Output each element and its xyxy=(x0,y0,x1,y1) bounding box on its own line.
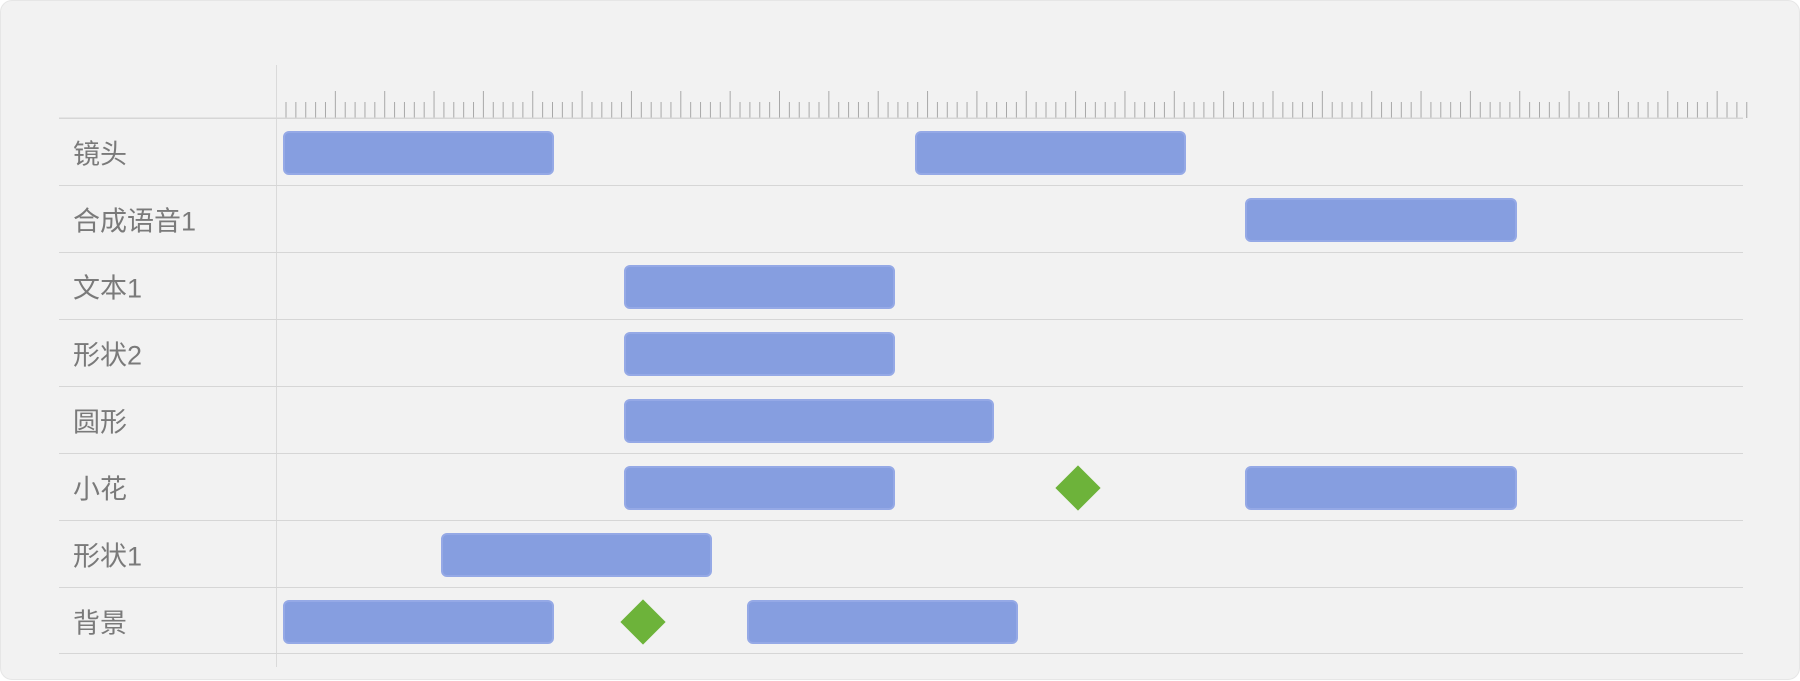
track-label: 背景 xyxy=(73,601,127,640)
clip-shape1-1[interactable] xyxy=(441,533,712,577)
clip-flower-2[interactable] xyxy=(1245,466,1516,510)
clip-flower-1[interactable] xyxy=(624,466,895,510)
track-label: 合成语音1 xyxy=(73,200,196,239)
track-row-shape2[interactable]: 形状2 xyxy=(59,319,1743,386)
clip-lens-1[interactable] xyxy=(283,131,554,175)
keyframe-flower-1[interactable] xyxy=(1055,465,1100,510)
clip-background-1[interactable] xyxy=(283,600,554,644)
clip-lens-2[interactable] xyxy=(915,131,1186,175)
track-row-circle[interactable]: 圆形 xyxy=(59,386,1743,453)
track-label: 镜头 xyxy=(73,133,127,172)
clip-shape2-1[interactable] xyxy=(624,332,895,376)
clip-tts1-1[interactable] xyxy=(1245,198,1516,242)
track-row-tts1[interactable]: 合成语音1 xyxy=(59,185,1743,252)
track-row-lens[interactable]: 镜头 xyxy=(59,118,1743,185)
track-label: 形状2 xyxy=(73,334,142,373)
track-row-shape1[interactable]: 形状1 xyxy=(59,520,1743,587)
clip-background-2[interactable] xyxy=(747,600,1018,644)
clip-text1-1[interactable] xyxy=(624,265,895,309)
track-row-text1[interactable]: 文本1 xyxy=(59,252,1743,319)
track-row-background[interactable]: 背景 xyxy=(59,587,1743,654)
track-label: 圆形 xyxy=(73,401,127,440)
keyframe-background-1[interactable] xyxy=(621,599,666,644)
track-label: 小花 xyxy=(73,468,127,507)
track-label: 形状1 xyxy=(73,535,142,574)
track-row-flower[interactable]: 小花 xyxy=(59,453,1743,520)
clip-circle-1[interactable] xyxy=(624,399,994,443)
track-label: 文本1 xyxy=(73,267,142,306)
time-ruler[interactable] xyxy=(1,1,1800,121)
